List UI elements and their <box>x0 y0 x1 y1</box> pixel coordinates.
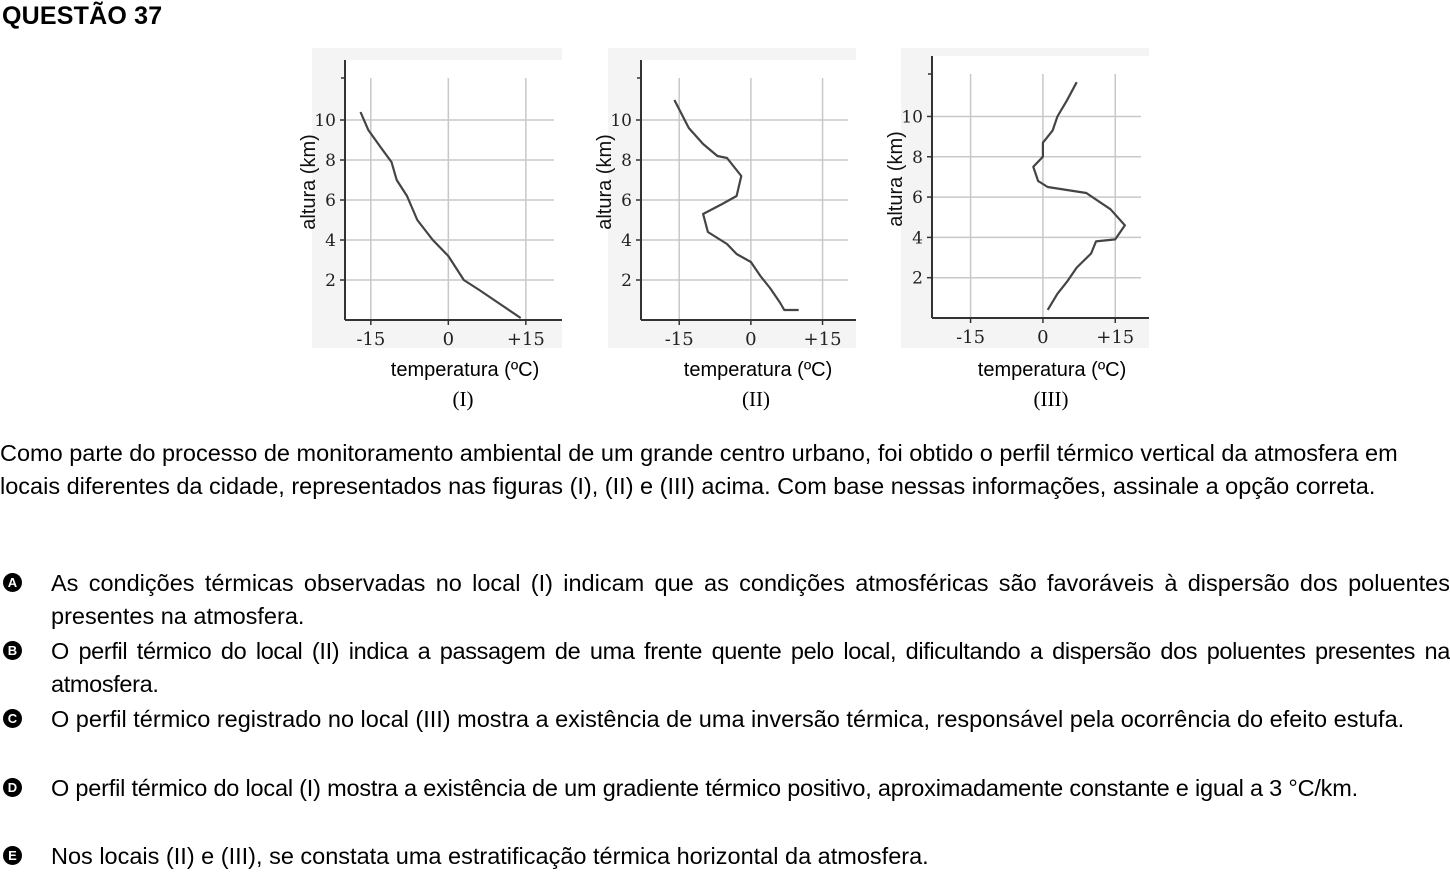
xtick-label: +15 <box>1096 327 1134 348</box>
ytick-label: 10 <box>610 111 632 131</box>
question-title: QUESTÃO 37 <box>2 2 163 30</box>
figure-ii-label: (II) <box>742 387 770 411</box>
xtick-label: -15 <box>356 329 385 350</box>
option-c-text: O perfil térmico registrado no local (II… <box>51 706 1405 732</box>
figure-iii-label: (III) <box>1033 387 1069 411</box>
figure-profile-i: 2 4 6 8 10 -15 0 +15 altura (km) <box>298 48 562 350</box>
chart-svg-iii: 2 4 6 8 10 -15 0 +15 altura (km) <box>885 48 1149 348</box>
option-b-text: O perfil térmico do local (II) indica a … <box>51 638 1450 697</box>
xtick-label: +15 <box>804 329 842 350</box>
ytick-label: 10 <box>901 107 923 127</box>
temperature-profile-line <box>673 99 799 312</box>
y-axis-label: altura (km) <box>298 134 320 230</box>
option-e-text: Nos locais (II) e (III), se constata uma… <box>51 843 929 869</box>
y-axis-label: altura (km) <box>885 131 907 227</box>
question-stem: Como parte do processo de monitoramento … <box>0 440 1398 499</box>
option-a-badge: A <box>3 573 22 592</box>
chart-svg-i: 2 4 6 8 10 -15 0 +15 altura (km) <box>298 48 562 350</box>
plot-area <box>932 56 1149 318</box>
xtick-label: -15 <box>665 329 694 350</box>
y-axis-label: altura (km) <box>594 134 616 230</box>
option-e-badge: E <box>3 846 22 865</box>
ytick-label: 6 <box>621 191 632 211</box>
ytick-label: 8 <box>325 151 336 171</box>
option-a-text: As condições térmicas observadas no loca… <box>51 570 1450 629</box>
option-d-badge: D <box>3 778 22 797</box>
figure-profile-ii: 2 4 6 8 10 -15 0 +15 altura (km) <box>594 48 856 350</box>
figure-i-xlabel: temperatura (ºC) <box>390 359 540 381</box>
ytick-label: 6 <box>912 188 923 208</box>
ytick-label: 2 <box>621 271 632 291</box>
ytick-label: 4 <box>621 231 632 251</box>
option-b-badge: B <box>3 641 22 660</box>
chart-svg-ii: 2 4 6 8 10 -15 0 +15 altura (km) <box>594 48 856 350</box>
figure-profile-iii: 2 4 6 8 10 -15 0 +15 altura (km) <box>885 48 1149 348</box>
ytick-label: 8 <box>912 148 923 168</box>
ytick-label: 4 <box>912 228 923 248</box>
xtick-label: 0 <box>1037 327 1048 348</box>
figure-ii-xlabel: temperatura (ºC) <box>683 359 833 381</box>
ytick-label: 6 <box>325 191 336 211</box>
temperature-profile-line <box>1032 81 1126 311</box>
plot-area <box>345 60 562 320</box>
plot-area <box>641 60 856 320</box>
ytick-label: 2 <box>912 269 923 289</box>
option-c-badge: C <box>3 709 22 728</box>
ytick-label: 10 <box>314 111 336 131</box>
xtick-label: -15 <box>956 327 985 348</box>
temperature-profile-line <box>359 111 522 319</box>
xtick-label: 0 <box>443 329 454 350</box>
option-d-text: O perfil térmico do local (I) mostra a e… <box>51 775 1358 801</box>
xtick-label: +15 <box>507 329 545 350</box>
xtick-label: 0 <box>745 329 756 350</box>
ytick-label: 2 <box>325 271 336 291</box>
ytick-label: 8 <box>621 151 632 171</box>
figure-i-label: (I) <box>452 387 474 411</box>
ytick-label: 4 <box>325 231 336 251</box>
figure-iii-xlabel: temperatura (ºC) <box>977 359 1127 381</box>
